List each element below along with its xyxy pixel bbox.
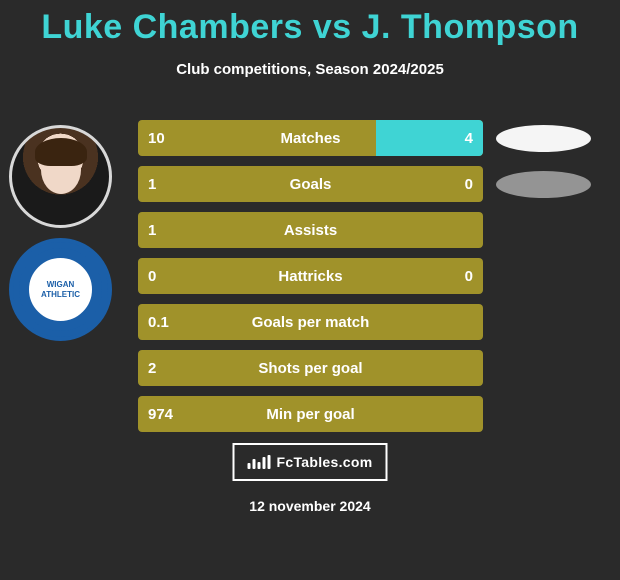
stat-value-right: 0 [465,166,473,202]
stat-value-left: 0 [148,258,156,294]
avatar-column: WIGAN ATHLETIC [9,125,112,341]
stat-row: 2Shots per goal [138,350,483,386]
bar-left: 974Min per goal [138,396,483,432]
stat-label: Min per goal [138,396,483,432]
bar-left: 1 0Goals [138,166,483,202]
bar-left: 0.1Goals per match [138,304,483,340]
stat-value-left: 0.1 [148,304,169,340]
stat-value-left: 974 [148,396,173,432]
stat-row: 0 0Hattricks [138,258,483,294]
stat-label: Assists [138,212,483,248]
page-subtitle: Club competitions, Season 2024/2025 [0,61,620,78]
stat-value-right: 4 [465,120,473,156]
date-text: 12 november 2024 [0,498,620,514]
stat-value-left: 2 [148,350,156,386]
player-marker-ellipse [496,171,591,198]
stat-row: 104Matches [138,120,483,156]
comparison-chart: 104Matches10Goals1Assists00Hattricks0.1G… [138,120,613,432]
stat-row: 1 0Goals [138,166,483,202]
stat-row: 1Assists [138,212,483,248]
club-badge: WIGAN ATHLETIC [9,238,112,341]
stat-value-left: 10 [148,120,165,156]
stat-value-left: 1 [148,166,156,202]
brand-badge: FcTables.com [233,443,388,481]
stat-row: 0.1Goals per match [138,304,483,340]
player-marker-ellipse [496,125,591,152]
club-name-top: WIGAN [47,281,75,289]
stat-label: Hattricks [138,258,483,294]
bar-left: 104Matches [138,120,483,156]
player-avatar [9,125,112,228]
stat-row: 974Min per goal [138,396,483,432]
club-badge-text: WIGAN ATHLETIC [13,242,108,337]
brand-bars-icon [248,455,271,469]
stat-value-right: 0 [465,258,473,294]
bar-left: 2Shots per goal [138,350,483,386]
stat-value-left: 1 [148,212,156,248]
stat-label: Goals per match [138,304,483,340]
stat-label: Shots per goal [138,350,483,386]
brand-text: FcTables.com [277,454,373,470]
bar-left: 1Assists [138,212,483,248]
club-name-bottom: ATHLETIC [41,291,80,299]
page-title: Luke Chambers vs J. Thompson [0,0,620,47]
stat-label: Goals [138,166,483,202]
bar-left: 0 0Hattricks [138,258,483,294]
